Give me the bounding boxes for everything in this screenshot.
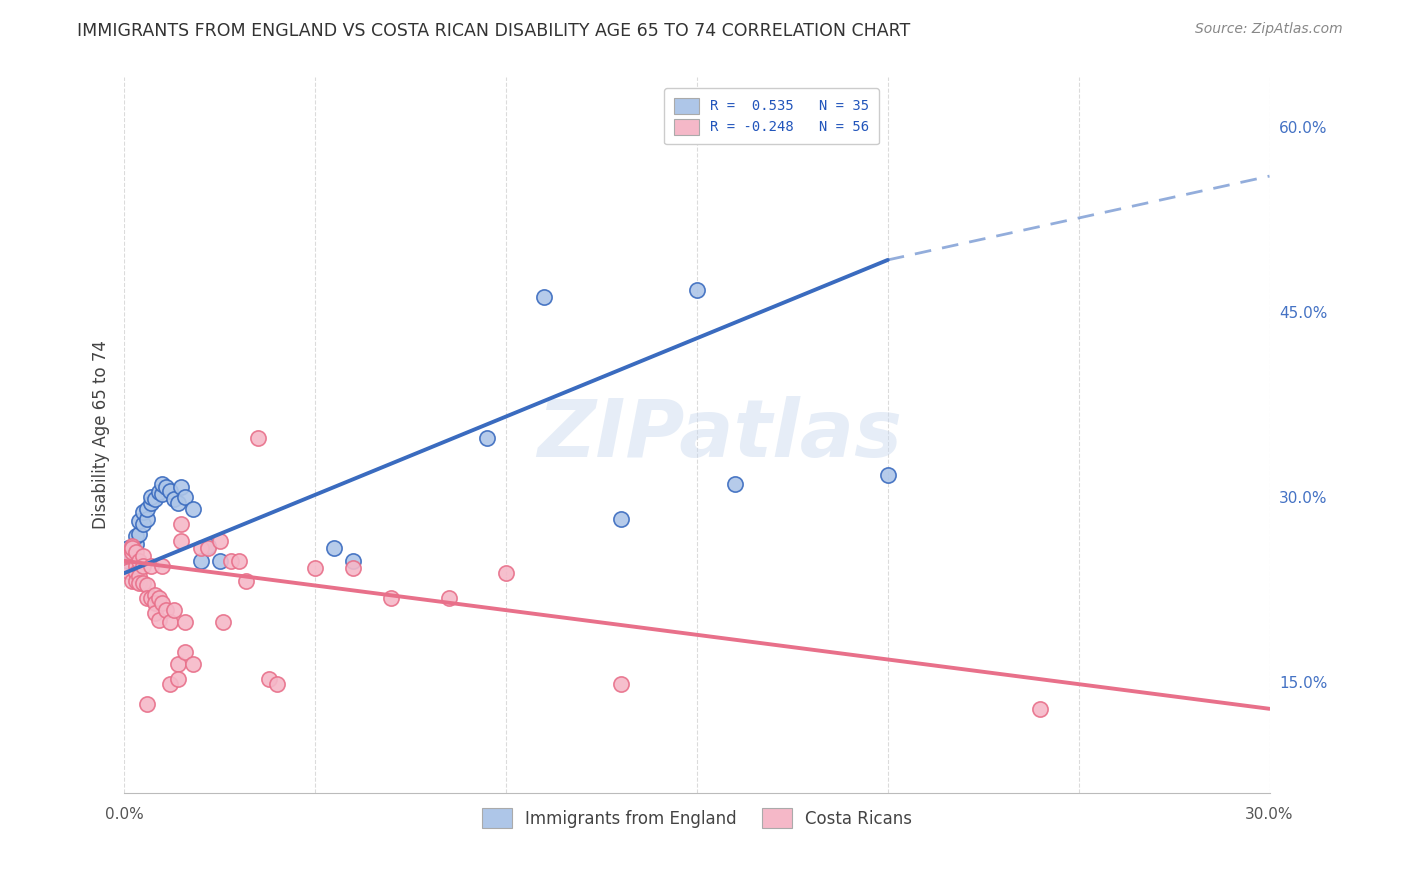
Point <box>139 496 162 510</box>
Point <box>132 516 155 531</box>
Point <box>159 483 181 498</box>
Point <box>152 487 174 501</box>
Point <box>132 549 155 563</box>
Point <box>197 539 219 553</box>
Point <box>132 558 155 573</box>
Legend: Immigrants from England, Costa Ricans: Immigrants from England, Costa Ricans <box>475 802 918 834</box>
Point <box>686 283 709 297</box>
Point <box>342 554 364 568</box>
Point <box>181 657 204 672</box>
Point <box>124 574 146 588</box>
Point <box>121 545 143 559</box>
Point <box>152 596 174 610</box>
Point <box>143 596 166 610</box>
Point <box>170 480 193 494</box>
Point <box>228 554 250 568</box>
Point <box>124 529 146 543</box>
Point <box>132 576 155 591</box>
Point <box>246 430 269 444</box>
Point <box>170 516 193 531</box>
Point <box>155 480 177 494</box>
Point <box>212 615 235 630</box>
Point <box>1029 702 1052 716</box>
Point <box>124 536 146 550</box>
Point <box>152 558 174 573</box>
Y-axis label: Disability Age 65 to 74: Disability Age 65 to 74 <box>93 341 110 530</box>
Point <box>121 539 143 553</box>
Point <box>235 574 257 588</box>
Point <box>136 502 159 516</box>
Point <box>128 554 150 568</box>
Point <box>139 558 162 573</box>
Point <box>128 526 150 541</box>
Point <box>495 566 517 581</box>
Point <box>143 492 166 507</box>
Text: Source: ZipAtlas.com: Source: ZipAtlas.com <box>1195 22 1343 37</box>
Point <box>174 645 197 659</box>
Point <box>136 697 159 711</box>
Point <box>724 477 747 491</box>
Point <box>266 677 288 691</box>
Point <box>136 591 159 605</box>
Point <box>208 554 231 568</box>
Point <box>163 603 186 617</box>
Point <box>139 591 162 605</box>
Text: ZIPatlas: ZIPatlas <box>537 396 903 474</box>
Point <box>219 554 242 568</box>
Point <box>159 677 181 691</box>
Point <box>437 591 460 605</box>
Point <box>190 541 212 556</box>
Point <box>139 490 162 504</box>
Text: IMMIGRANTS FROM ENGLAND VS COSTA RICAN DISABILITY AGE 65 TO 74 CORRELATION CHART: IMMIGRANTS FROM ENGLAND VS COSTA RICAN D… <box>77 22 911 40</box>
Point <box>121 549 143 563</box>
Point <box>190 554 212 568</box>
Point <box>259 672 281 686</box>
Point <box>136 512 159 526</box>
Point <box>174 490 197 504</box>
Point <box>323 541 346 556</box>
Point <box>342 561 364 575</box>
Point <box>117 541 139 556</box>
Point <box>876 467 898 482</box>
Point <box>132 504 155 518</box>
Point <box>304 561 326 575</box>
Point <box>609 677 631 691</box>
Point <box>148 613 170 627</box>
Point <box>124 566 146 581</box>
Point <box>152 477 174 491</box>
Point <box>155 603 177 617</box>
Point <box>170 534 193 549</box>
Point <box>136 578 159 592</box>
Point <box>148 591 170 605</box>
Point <box>148 484 170 499</box>
Point <box>208 534 231 549</box>
Point <box>380 591 402 605</box>
Point <box>128 576 150 591</box>
Point <box>163 492 186 507</box>
Point <box>128 514 150 528</box>
Point <box>121 574 143 588</box>
Point <box>166 672 188 686</box>
Point <box>166 657 188 672</box>
Point <box>124 545 146 559</box>
Point <box>117 564 139 578</box>
Point <box>475 430 498 444</box>
Point <box>533 290 555 304</box>
Point <box>124 558 146 573</box>
Point <box>117 549 139 563</box>
Point <box>143 588 166 602</box>
Point <box>181 502 204 516</box>
Point <box>174 615 197 630</box>
Point <box>117 554 139 568</box>
Point <box>121 541 143 556</box>
Point <box>166 496 188 510</box>
Point <box>128 568 150 582</box>
Point <box>197 541 219 556</box>
Point <box>143 606 166 620</box>
Point <box>159 615 181 630</box>
Point <box>609 512 631 526</box>
